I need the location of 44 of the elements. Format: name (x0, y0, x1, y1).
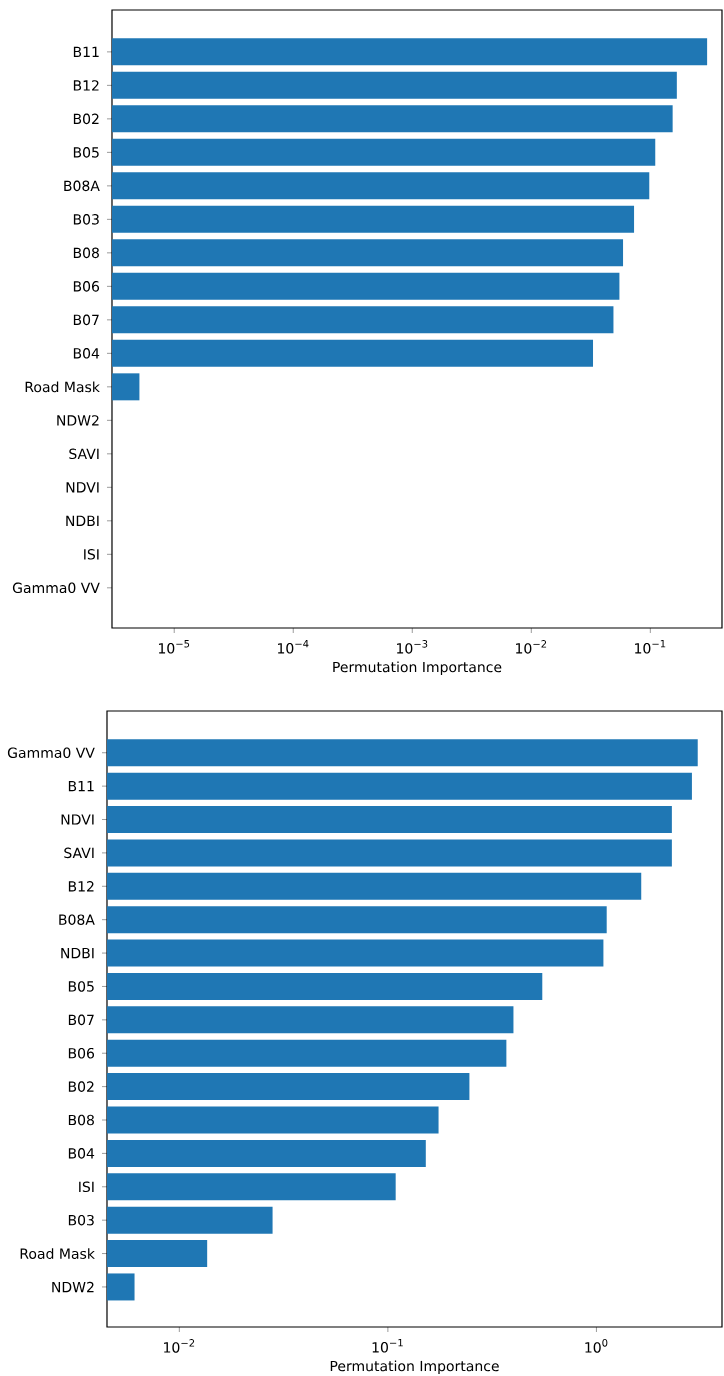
y-tick-label: B08A (59, 914, 95, 925)
x-tick-label: 10$^{−1}$ (635, 640, 666, 654)
y-tick-label: SAVI (69, 448, 99, 460)
x-axis-title: Permutation Importance (333, 661, 502, 676)
y-tick-label: Gamma0 VV (7, 747, 95, 759)
x-tick-label: 10$^{−1}$ (372, 1339, 403, 1353)
y-tick-label: NDVI (61, 814, 94, 825)
y-tick-label: B05 (73, 147, 99, 158)
y-tick-label: Gamma0 VV (12, 582, 100, 594)
y-tick-label: B06 (68, 1047, 95, 1059)
x-tick-label: 10$^{−3}$ (397, 640, 428, 654)
y-tick-label: B07 (68, 1014, 94, 1026)
y-tick-label: B05 (68, 981, 94, 992)
y-tick-label: B08 (73, 247, 99, 259)
x-tick-label: 10$^{−4}$ (278, 640, 309, 654)
y-tick-label: NDBI (66, 515, 99, 526)
y-tick-label: NDW2 (52, 1281, 94, 1293)
y-tick-label: B04 (68, 1148, 95, 1159)
x-tick-label: 10$^{−5}$ (158, 640, 190, 654)
y-tick-label: B08A (64, 180, 100, 192)
y-tick-label: NDW2 (57, 415, 99, 426)
x-tick-label: 10$^{0}$ (585, 1339, 608, 1353)
y-tick-label: B12 (68, 881, 94, 892)
y-tick-label: B11 (73, 46, 99, 57)
y-tick-label: Road Mask (25, 381, 100, 393)
y-tick-label: B08 (68, 1114, 94, 1126)
y-tick-label: B04 (73, 348, 100, 359)
x-tick-label: 10$^{−2}$ (164, 1339, 195, 1353)
y-tick-label: B03 (68, 1214, 94, 1226)
y-tick-label: B07 (73, 314, 99, 326)
y-tick-label: ISI (79, 1181, 94, 1193)
x-tick-label: 10$^{−2}$ (516, 640, 547, 654)
y-tick-label: B12 (73, 80, 99, 91)
y-tick-label: Road Mask (20, 1248, 95, 1259)
y-tick-label: ISI (84, 549, 99, 560)
y-tick-label: B02 (73, 113, 99, 125)
y-tick-label: NDBI (61, 947, 94, 959)
y-tick-label: B11 (68, 781, 94, 792)
y-tick-label: NDVI (66, 482, 99, 493)
x-axis-title: Permutation Importance (330, 1360, 499, 1375)
y-tick-label: B02 (68, 1081, 94, 1092)
y-tick-label: SAVI (64, 847, 94, 859)
y-tick-label: B06 (73, 281, 100, 292)
y-tick-label: B03 (73, 214, 99, 225)
